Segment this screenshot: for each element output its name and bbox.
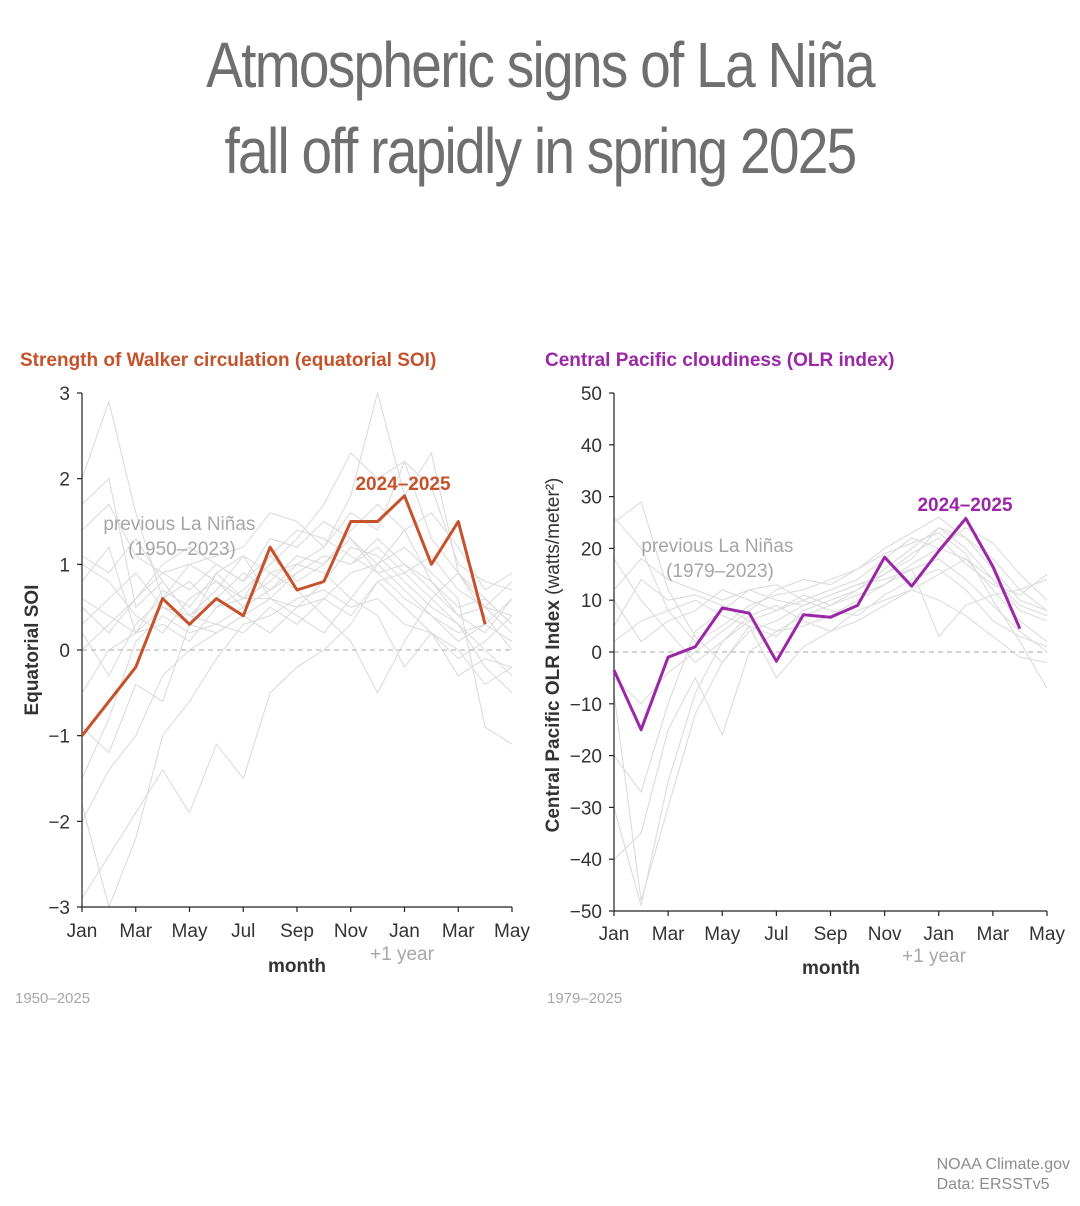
soi-x-tick-label: Jul (231, 921, 255, 942)
olr-y-axis-label-main: Central Pacific OLR Index (543, 595, 564, 833)
olr-x-tick-label: Jul (764, 924, 788, 945)
soi-background-line (81, 546, 513, 745)
soi-annotation-line-1: previous La Niñas (103, 514, 255, 535)
olr-background-line (613, 527, 1048, 901)
olr-2024-2025-line (612, 516, 1022, 732)
soi-chart: Strength of Walker circulation (equatori… (15, 350, 530, 1007)
olr-y-tick-label: 50 (581, 384, 602, 405)
soi-background-lines (81, 390, 513, 909)
soi-background-line (81, 520, 513, 643)
olr-annotation: previous La Niñas (1979–2023) (641, 536, 798, 582)
headline-line-1: Atmospheric signs of La Niña (206, 29, 875, 101)
soi-background-line (81, 589, 513, 909)
soi-x-tick-label: Nov (334, 921, 368, 942)
soi-chart-title: Strength of Walker circulation (equatori… (20, 350, 436, 371)
olr-y-axis-label: Central Pacific OLR Index (watts/meter²) (543, 478, 564, 833)
olr-background-line (613, 516, 1048, 689)
olr-background-line (613, 589, 1048, 679)
olr-chart-title: Central Pacific cloudiness (OLR index) (545, 350, 894, 371)
soi-y-tick-label: −2 (48, 812, 70, 833)
headline: Atmospheric signs of La Niña fall off ra… (76, 22, 1005, 194)
soi-background-line (81, 555, 513, 754)
olr-x-tick-label: May (704, 924, 740, 945)
olr-chart: Central Pacific cloudiness (OLR index) 5… (543, 350, 1065, 1007)
olr-y-tick-label: 10 (581, 591, 602, 612)
credit: NOAA Climate.gov Data: ERSSTv5 (937, 1155, 1070, 1195)
soi-background-line (81, 529, 513, 651)
soi-series-label: 2024–2025 (355, 474, 451, 495)
soi-x-axis-label: month (268, 956, 326, 977)
olr-period: 1979–2025 (547, 990, 622, 1007)
soi-y-ticks: 3 2 1 0 −1 −2 −3 (48, 384, 82, 919)
soi-x-ticks: Jan Mar May Jul Sep Nov Jan Mar May (67, 907, 530, 942)
olr-x-tick-label: Mar (652, 924, 685, 945)
olr-x-tick-label: Jan (599, 924, 630, 945)
olr-x-ticks: Jan Mar May Jul Sep Nov Jan Mar May (599, 911, 1065, 945)
olr-x-tick-label: Jan (923, 924, 954, 945)
soi-background-line (81, 503, 513, 677)
soi-annotation-line-2: (1950–2023) (128, 539, 236, 560)
soi-2024-2025-line (80, 494, 487, 737)
olr-y-tick-label: 20 (581, 539, 602, 560)
olr-background-line (613, 568, 1048, 794)
soi-period: 1950–2025 (15, 990, 90, 1007)
soi-x-tick-label: Jan (67, 921, 98, 942)
olr-background-line (613, 537, 1048, 906)
olr-x-sublabel: +1 year (902, 946, 967, 967)
olr-x-tick-label: May (1029, 924, 1065, 945)
soi-x-tick-label: May (172, 921, 208, 942)
soi-y-tick-label: −3 (48, 898, 70, 919)
olr-y-tick-label: −50 (570, 902, 602, 923)
soi-background-line (81, 390, 513, 634)
olr-y-tick-label: −30 (570, 798, 602, 819)
soi-y-axis-label: Equatorial SOI (22, 585, 43, 716)
soi-x-tick-label: Jan (389, 921, 420, 942)
soi-x-tick-label: Mar (442, 921, 475, 942)
soi-background-line (81, 529, 513, 635)
soi-y-tick-label: −1 (48, 727, 70, 748)
soi-background-line (81, 563, 513, 677)
olr-y-tick-label: 30 (581, 488, 602, 509)
soi-y-tick-label: 1 (59, 555, 70, 576)
olr-background-line (613, 537, 1048, 643)
soi-x-tick-label: Sep (280, 921, 314, 942)
soi-x-sublabel: +1 year (370, 944, 435, 965)
olr-y-axis-label-unit: (watts/meter²) (543, 478, 564, 595)
soi-y-tick-label: 2 (59, 470, 70, 491)
olr-x-axis-label: month (802, 958, 860, 979)
olr-background-line (613, 516, 1048, 705)
soi-background-line (81, 563, 513, 694)
soi-x-tick-label: Mar (119, 921, 152, 942)
olr-y-tick-label: −20 (570, 747, 602, 768)
credit-source: NOAA Climate.gov (936, 1156, 1070, 1173)
olr-y-tick-label: 40 (581, 436, 602, 457)
olr-y-tick-label: 0 (591, 643, 602, 664)
olr-x-tick-label: Mar (977, 924, 1010, 945)
olr-y-tick-label: −40 (570, 850, 602, 871)
olr-x-tick-label: Sep (814, 924, 848, 945)
olr-background-line (613, 558, 1048, 860)
headline-line-2: fall off rapidly in spring 2025 (224, 115, 857, 187)
olr-series-label: 2024–2025 (917, 495, 1013, 516)
soi-background-line (81, 537, 513, 686)
soi-y-tick-label: 3 (59, 384, 70, 405)
olr-y-ticks: 50 40 30 20 10 0 −10 −20 −30 −40 −50 (570, 384, 614, 923)
soi-y-tick-label: 0 (59, 641, 70, 662)
soi-background-line (81, 572, 513, 899)
soi-annotation: previous La Niñas (1950–2023) (103, 514, 260, 560)
olr-annotation-line-1: previous La Niñas (641, 536, 793, 557)
credit-data: Data: ERSSTv5 (936, 1176, 1050, 1193)
olr-y-tick-label: −10 (570, 695, 602, 716)
soi-x-tick-label: May (494, 921, 530, 942)
olr-x-tick-label: Nov (868, 924, 902, 945)
olr-annotation-line-2: (1979–2023) (666, 561, 774, 582)
olr-background-line (613, 558, 1048, 638)
soi-background-line (81, 452, 513, 694)
